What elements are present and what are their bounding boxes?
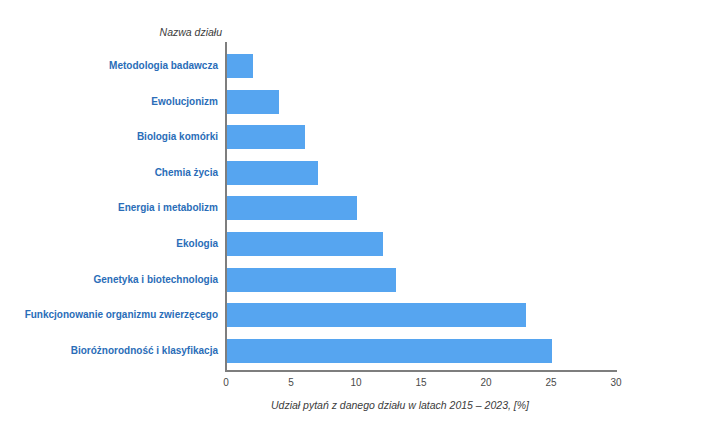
bar: [227, 303, 526, 327]
bar-row: Energia i metabolizm: [0, 196, 720, 220]
x-axis-line: [225, 370, 617, 372]
bar: [227, 161, 318, 185]
bar: [227, 196, 357, 220]
bar-row: Chemia życia: [0, 161, 720, 185]
category-label: Energia i metabolizm: [0, 196, 218, 220]
category-label: Ewolucjonizm: [0, 90, 218, 114]
x-tick-label: 20: [471, 377, 501, 388]
category-label: Chemia życia: [0, 161, 218, 185]
category-label: Ekologia: [0, 232, 218, 256]
category-label: Biologia komórki: [0, 125, 218, 149]
bar-row: Funkcjonowanie organizmu zwierzęcego: [0, 303, 720, 327]
x-tick-label: 10: [341, 377, 371, 388]
x-axis-title: Udział pytań z danego działu w latach 20…: [230, 399, 570, 411]
bar: [227, 339, 552, 363]
bar: [227, 90, 279, 114]
category-label: Funkcjonowanie organizmu zwierzęcego: [0, 303, 218, 327]
x-tick-label: 25: [536, 377, 566, 388]
bar-row: Metodologia badawcza: [0, 54, 720, 78]
bar: [227, 268, 396, 292]
bar-row: Ekologia: [0, 232, 720, 256]
x-tick-label: 5: [276, 377, 306, 388]
bar-row: Biologia komórki: [0, 125, 720, 149]
horizontal-bar-chart: Nazwa działu Metodologia badawcza Ewolucj…: [0, 0, 720, 425]
category-label: Genetyka i biotechnologia: [0, 268, 218, 292]
x-tick-label: 30: [601, 377, 631, 388]
bar-row: Ewolucjonizm: [0, 90, 720, 114]
bar: [227, 54, 253, 78]
category-label: Metodologia badawcza: [0, 54, 218, 78]
bar-row: Bioróżnorodność i klasyfikacja: [0, 339, 720, 363]
y-axis-title: Nazwa działu: [0, 26, 222, 38]
x-tick-label: 15: [406, 377, 436, 388]
bar: [227, 125, 305, 149]
bar-row: Genetyka i biotechnologia: [0, 268, 720, 292]
bar: [227, 232, 383, 256]
category-label: Bioróżnorodność i klasyfikacja: [0, 339, 218, 363]
x-tick-label: 0: [211, 377, 241, 388]
